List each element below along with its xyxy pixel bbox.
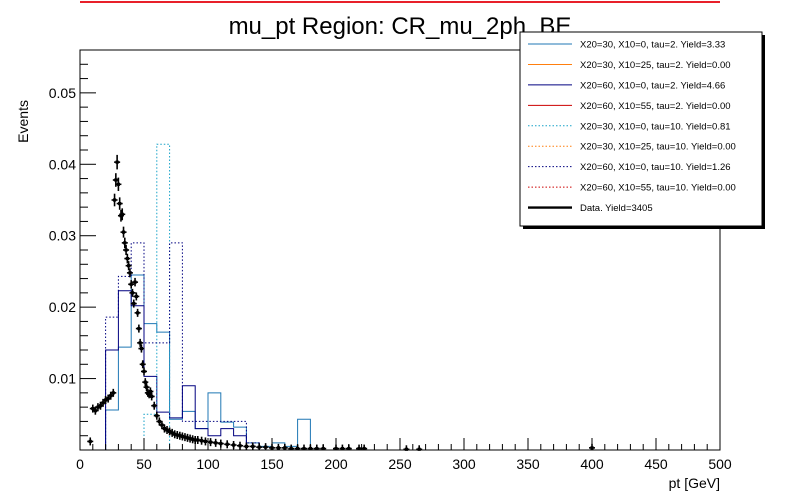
data-point xyxy=(403,445,410,451)
x-tick-label: 50 xyxy=(136,456,152,472)
histogram-series-0 xyxy=(105,274,311,450)
data-point xyxy=(128,280,135,289)
data-point xyxy=(137,338,144,347)
legend-label: X20=60, X10=55, tau=10. Yield=0.00 xyxy=(580,183,736,194)
data-point xyxy=(126,268,133,278)
y-tick-label: 0.05 xyxy=(49,85,76,101)
data-point xyxy=(133,292,140,301)
y-tick-label: 0.01 xyxy=(49,371,76,387)
chart-title: mu_pt Region: CR_mu_2ph_BE xyxy=(229,13,572,40)
data-point xyxy=(262,443,269,450)
data-point xyxy=(129,288,136,297)
x-tick-label: 100 xyxy=(196,456,220,472)
legend-label: Data. Yield=3405 xyxy=(580,203,653,214)
data-point xyxy=(119,208,126,221)
legend-label: X20=60, X10=55, tau=2. Yield=0.00 xyxy=(580,101,731,112)
data-point xyxy=(301,444,307,451)
data-points-layer xyxy=(87,154,595,451)
data-point xyxy=(148,392,155,401)
data-point xyxy=(212,438,219,447)
x-tick-label: 0 xyxy=(76,456,84,472)
y-tick-label: 0.02 xyxy=(49,299,76,315)
y-tick-label: 0.03 xyxy=(49,228,76,244)
x-tick-label: 450 xyxy=(644,456,668,472)
legend-label: X20=30, X10=25, tau=10. Yield=0.00 xyxy=(580,142,736,153)
x-tick-label: 150 xyxy=(260,456,284,472)
legend-label: X20=30, X10=0, tau=2. Yield=3.33 xyxy=(580,40,725,51)
histogram-series-6 xyxy=(105,242,260,450)
histogram-layer xyxy=(105,143,311,450)
axes-layer: 0 50 100 150 200 250 300 350 400 450 500 0.01 0.02 0.… xyxy=(49,63,732,472)
data-point xyxy=(288,444,295,451)
data-point xyxy=(142,378,149,387)
legend-entry: X20=30, X10=25, tau=2. Yield=0.00 xyxy=(528,60,731,71)
data-point xyxy=(87,437,94,446)
legend-entry: X20=30, X10=0, tau=10. Yield=0.81 xyxy=(528,121,731,132)
data-point xyxy=(141,367,147,376)
data-point xyxy=(114,154,121,170)
data-point xyxy=(151,401,158,410)
legend-entry: X20=30, X10=25, tau=10. Yield=0.00 xyxy=(528,142,736,153)
data-point xyxy=(115,177,122,191)
histogram-series-4 xyxy=(143,143,171,450)
data-point xyxy=(143,383,150,392)
data-point xyxy=(132,277,139,287)
legend-label: X20=60, X10=0, tau=2. Yield=4.66 xyxy=(580,80,725,91)
x-tick-label: 400 xyxy=(580,456,604,472)
data-point xyxy=(125,261,132,271)
data-point xyxy=(135,324,142,333)
x-tick-label: 200 xyxy=(324,456,348,472)
legend-entry: X20=30, X10=0, tau=2. Yield=3.33 xyxy=(528,40,725,51)
data-point xyxy=(138,344,145,353)
data-point xyxy=(121,237,128,249)
legend-label: X20=60, X10=0, tau=10. Yield=1.26 xyxy=(580,162,731,173)
x-axis-label: pt [GeV] xyxy=(669,475,720,491)
x-tick-label: 350 xyxy=(516,456,540,472)
data-point xyxy=(153,411,160,420)
legend-entry: Data. Yield=3405 xyxy=(528,203,653,214)
data-point xyxy=(361,444,368,451)
data-point xyxy=(111,193,118,207)
legend-entry: X20=60, X10=0, tau=2. Yield=4.66 xyxy=(528,80,725,91)
legend-label: X20=30, X10=25, tau=2. Yield=0.00 xyxy=(580,60,731,71)
data-point xyxy=(207,438,214,447)
histogram-series-2 xyxy=(105,290,247,450)
legend-label: X20=30, X10=0, tau=10. Yield=0.81 xyxy=(580,121,731,132)
legend-entry: X20=60, X10=55, tau=10. Yield=0.00 xyxy=(528,183,736,194)
data-point xyxy=(202,437,209,446)
data-point xyxy=(123,244,130,256)
data-point xyxy=(110,388,117,397)
y-axis-label: Events xyxy=(15,100,31,143)
data-point xyxy=(237,441,243,450)
data-point xyxy=(249,442,256,450)
legend-entry: X20=60, X10=0, tau=10. Yield=1.26 xyxy=(528,162,731,173)
legend-entry: X20=60, X10=55, tau=2. Yield=0.00 xyxy=(528,101,731,112)
x-tick-label: 300 xyxy=(452,456,476,472)
x-tick-label: 500 xyxy=(708,456,732,472)
data-point xyxy=(124,253,131,264)
data-point xyxy=(139,360,146,369)
data-point xyxy=(416,445,423,451)
data-point xyxy=(116,197,123,210)
data-point xyxy=(356,444,363,451)
data-point xyxy=(313,444,320,451)
data-point xyxy=(134,308,141,317)
data-point xyxy=(147,387,154,396)
y-tick-label: 0.04 xyxy=(49,156,76,172)
legend: X20=30, X10=0, tau=2. Yield=3.33 X20=30, … xyxy=(519,31,765,229)
data-point xyxy=(339,444,346,451)
data-point xyxy=(120,226,127,238)
data-point xyxy=(224,440,231,449)
data-point xyxy=(130,299,137,308)
data-point xyxy=(275,443,282,450)
x-tick-label: 250 xyxy=(388,456,412,472)
